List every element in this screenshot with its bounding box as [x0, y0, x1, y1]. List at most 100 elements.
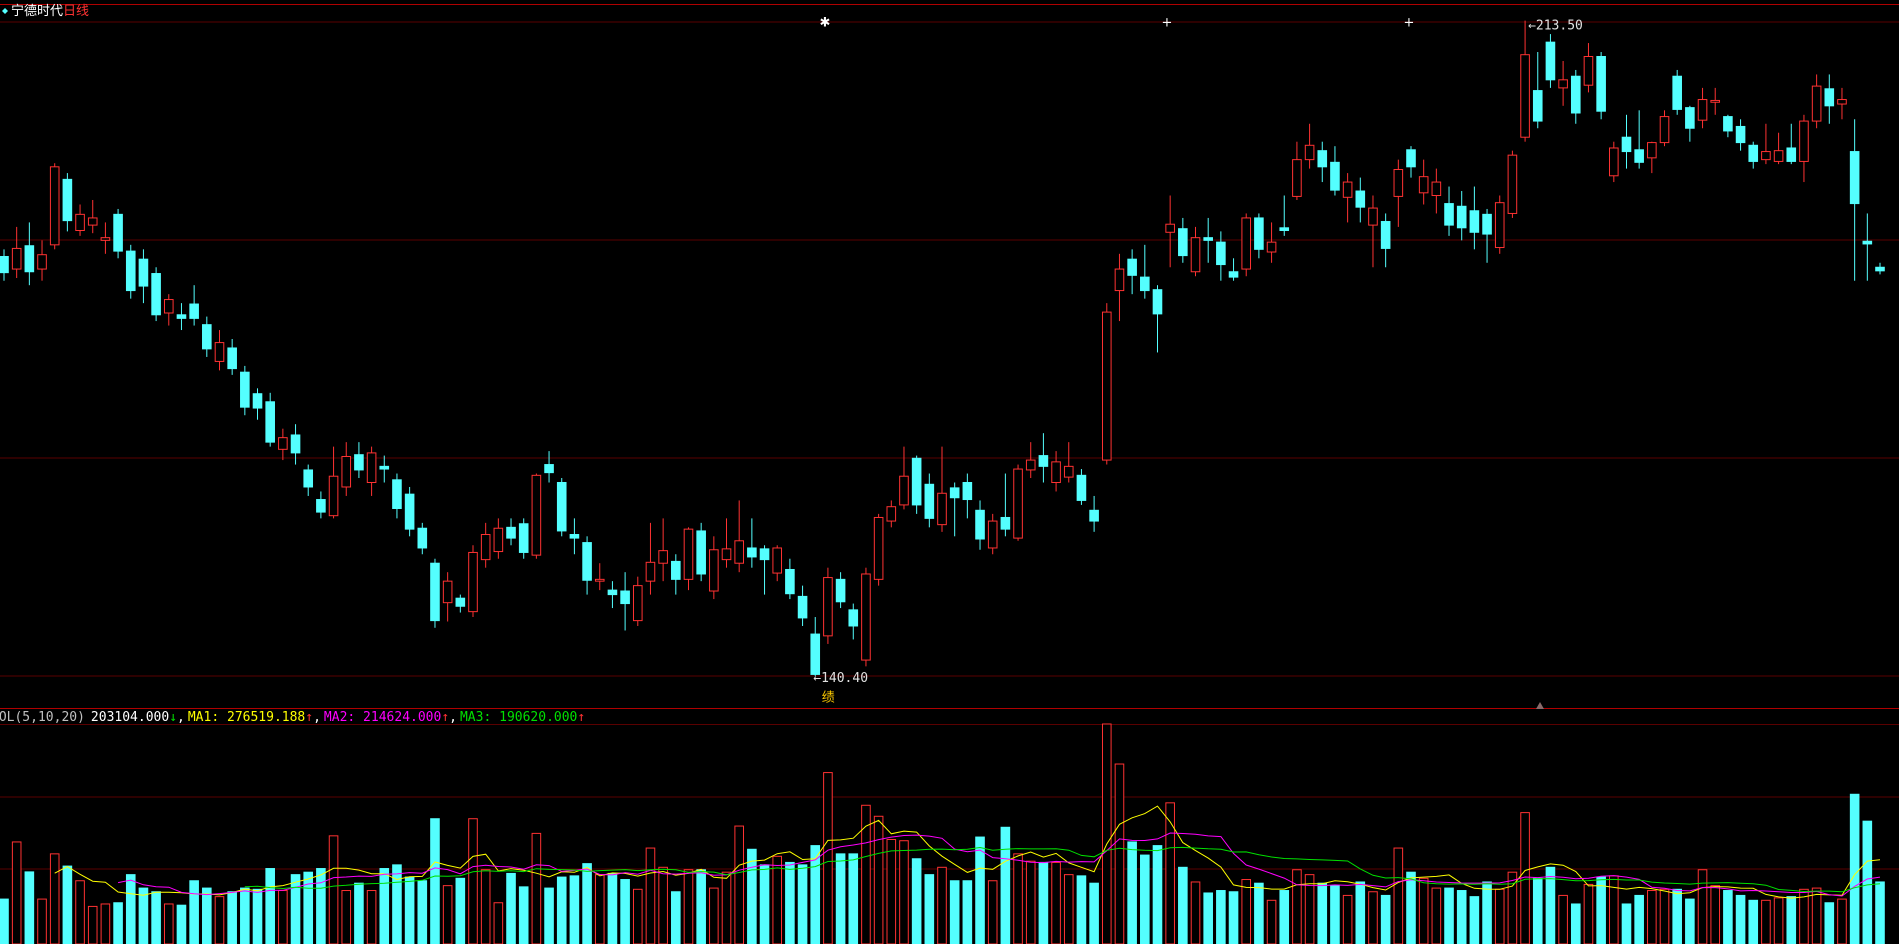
- candle-body: [265, 401, 275, 443]
- candle-body: [1837, 99, 1847, 105]
- candle-body: [1710, 99, 1721, 103]
- candle-body: [671, 560, 681, 580]
- candle-body: [1330, 161, 1340, 191]
- stock-name: 宁德时代: [11, 3, 63, 19]
- volume-bar: [0, 898, 9, 944]
- candle-body: [1520, 54, 1530, 138]
- volume-bar: [100, 903, 111, 944]
- volume-bar: [1773, 897, 1784, 944]
- volume-bar: [163, 903, 174, 944]
- volume-bar: [1507, 871, 1518, 944]
- volume-bar: [1532, 877, 1543, 944]
- volume-bar: [873, 815, 884, 944]
- ma-arrow: ↑: [577, 710, 585, 725]
- volume-bar: [518, 886, 529, 944]
- volume-bar: [937, 866, 947, 944]
- candle-body: [1786, 147, 1797, 162]
- volume-bar: [354, 882, 364, 944]
- volume-bar: [506, 872, 516, 944]
- candle-body: [125, 250, 136, 292]
- volume-bar: [1089, 882, 1099, 944]
- marker-star: ✱: [820, 16, 831, 31]
- volume-bar: [1228, 891, 1239, 944]
- volume-bar: [632, 888, 643, 944]
- candle-body: [785, 568, 795, 595]
- candle-body: [886, 506, 897, 522]
- volume-bar: [125, 874, 136, 944]
- volume-bar: [1786, 896, 1797, 944]
- candle-body: [1723, 116, 1733, 132]
- volume-bar: [214, 896, 225, 944]
- candle-body: [404, 493, 415, 530]
- candle-body: [848, 609, 859, 627]
- header: 宁德时代日线: [11, 3, 89, 19]
- candle-body: [1634, 149, 1644, 163]
- candle-body: [949, 487, 960, 499]
- volume-bar: [1748, 899, 1759, 944]
- volume-bar: [1583, 883, 1594, 944]
- volume-bar: [316, 868, 326, 944]
- candle-body: [962, 481, 973, 501]
- candle-body: [1228, 271, 1239, 278]
- candle-body: [1013, 468, 1023, 539]
- volume-bar: [468, 818, 478, 944]
- candle-body: [75, 213, 85, 231]
- volume-bar: [1482, 881, 1492, 944]
- volume-bar: [1152, 845, 1163, 944]
- volume-bar: [1875, 881, 1885, 944]
- candle-body: [1368, 207, 1378, 226]
- volume-bar: [924, 874, 935, 944]
- candle-body: [911, 457, 922, 506]
- candle-body: [1076, 474, 1087, 501]
- candle-body: [1380, 221, 1391, 249]
- candle-body: [645, 561, 656, 582]
- volume-bar: [1380, 894, 1391, 944]
- volume-bar: [823, 772, 833, 944]
- candle-body: [873, 516, 884, 580]
- volume-bar: [379, 868, 390, 944]
- candle-body: [607, 589, 618, 596]
- candle-body: [1862, 240, 1873, 245]
- volume-bar: [1811, 887, 1822, 944]
- candle-body: [1418, 176, 1429, 194]
- candle-body: [202, 324, 212, 350]
- candle-body: [1178, 228, 1188, 257]
- candle-body: [937, 492, 947, 526]
- volume-bar: [1406, 871, 1416, 944]
- volume-bar: [1178, 866, 1188, 944]
- candle-body: [709, 549, 719, 592]
- candle-body: [1558, 79, 1568, 89]
- candle-body: [1761, 151, 1771, 161]
- volume-bar: [747, 848, 757, 944]
- candle-body: [759, 548, 770, 561]
- volume-bar: [861, 804, 871, 944]
- candle-body: [189, 303, 199, 319]
- volume-bar: [240, 887, 250, 944]
- candle-body: [1266, 241, 1277, 253]
- candle-body: [1063, 465, 1074, 478]
- low-value: 140.40: [821, 671, 868, 686]
- volume-bar: [1824, 902, 1835, 944]
- readout-arrow: ↓: [169, 710, 177, 725]
- volume-bar: [1723, 890, 1733, 944]
- candle-body: [531, 474, 542, 556]
- ma-readout: MA1: 276519.188: [188, 710, 305, 725]
- volume-bar: [1342, 894, 1353, 944]
- candle-body: [227, 347, 237, 370]
- candle-body: [1532, 90, 1543, 122]
- volume-bar: [620, 879, 630, 944]
- candle-body: [303, 469, 314, 488]
- candle-body: [442, 580, 453, 604]
- candle-body: [1190, 237, 1201, 273]
- volume-bar: [975, 836, 985, 944]
- candle-body: [1875, 266, 1885, 272]
- volume-bar: [1317, 882, 1328, 944]
- candle-body: [747, 547, 757, 558]
- candle-body: [556, 481, 567, 532]
- volume-bar: [1735, 894, 1746, 944]
- volume-bar: [392, 864, 402, 944]
- candle-body: [430, 562, 440, 622]
- volume-bar: [138, 887, 149, 944]
- ma-line: [118, 832, 1881, 897]
